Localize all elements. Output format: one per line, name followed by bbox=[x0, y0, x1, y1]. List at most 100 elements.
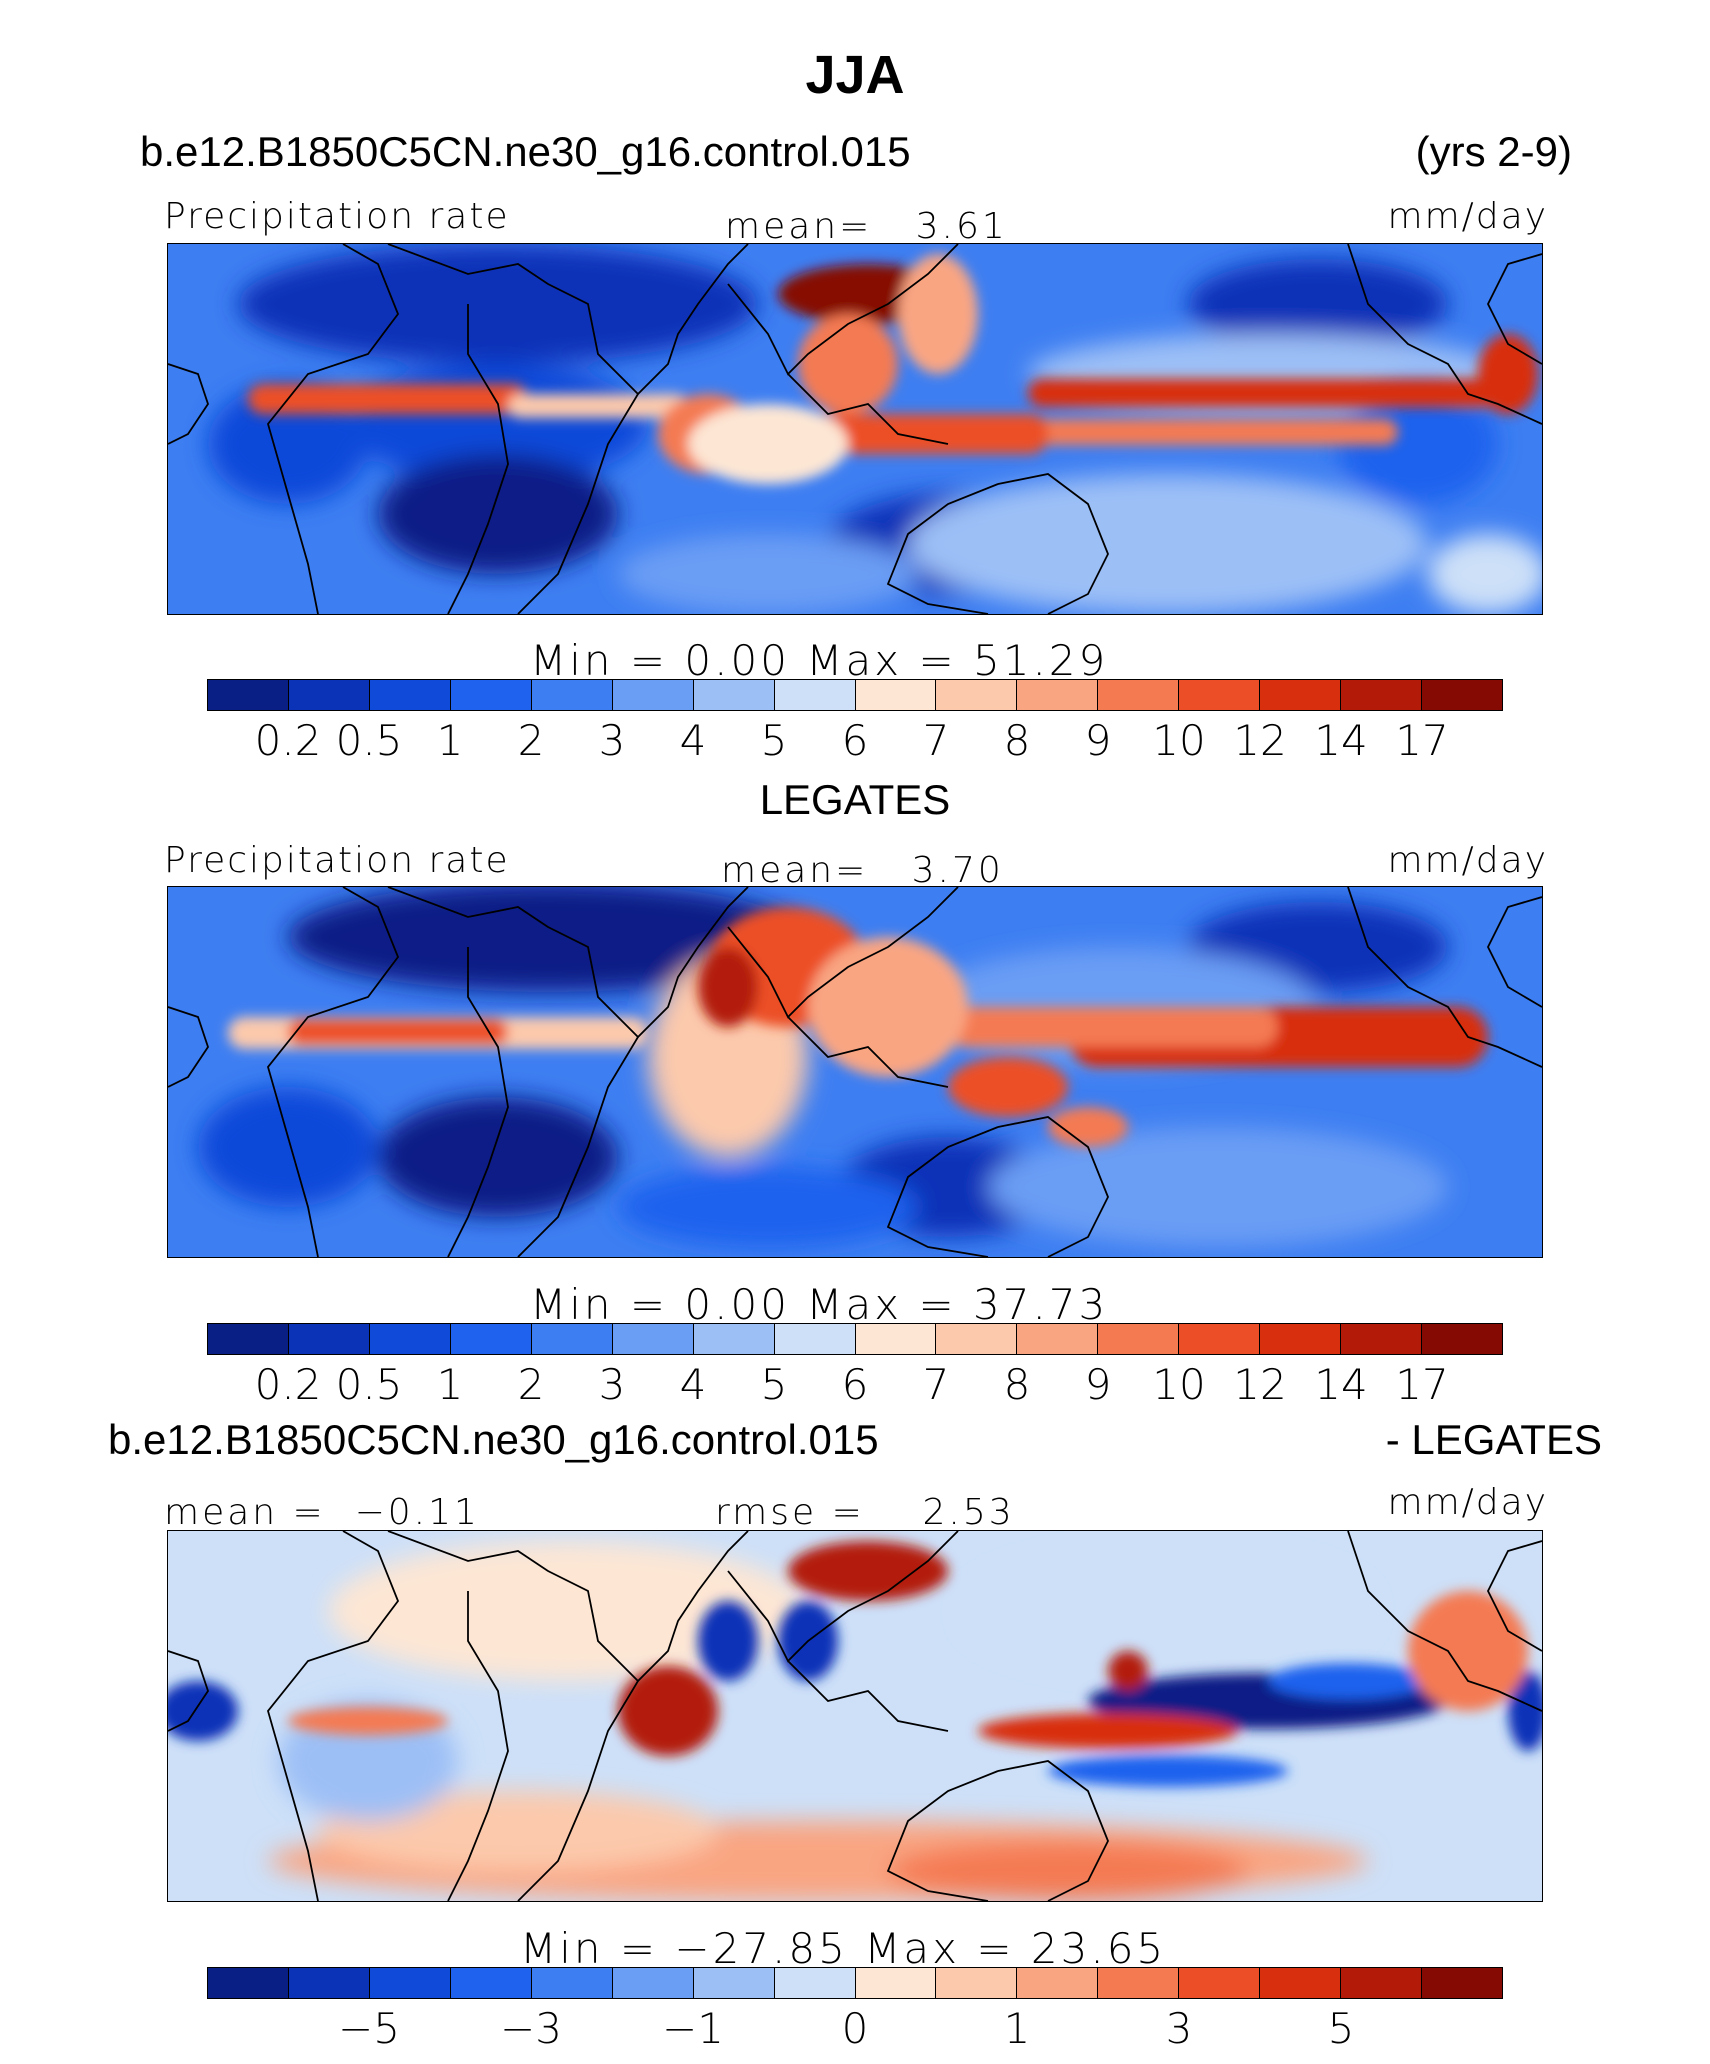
tick-label: 5 bbox=[1327, 2004, 1355, 2053]
colorbar-cell bbox=[612, 680, 694, 710]
panel3-units: mm/day bbox=[1387, 1482, 1548, 1523]
colorbar-cell bbox=[1179, 680, 1261, 710]
colorbar-cell bbox=[1341, 1968, 1423, 1998]
colorbar-cell bbox=[208, 680, 289, 710]
tick-label: 8 bbox=[1003, 1360, 1031, 1409]
colorbar-cell bbox=[1260, 680, 1342, 710]
colorbar-cell bbox=[612, 1968, 694, 1998]
tick-label: 10 bbox=[1152, 716, 1206, 765]
colorbar-cell bbox=[936, 680, 1018, 710]
colorbar-cell bbox=[774, 680, 856, 710]
colorbar-cell bbox=[288, 1968, 370, 1998]
colorbar-cell bbox=[1098, 1324, 1180, 1354]
colorbar-cell bbox=[288, 1324, 370, 1354]
colorbar-cell bbox=[693, 680, 775, 710]
tick-label: 2 bbox=[517, 1360, 545, 1409]
panel2-mean: mean= 3.70 bbox=[721, 850, 1004, 891]
tick-label: 9 bbox=[1084, 716, 1112, 765]
colorbar-cell bbox=[774, 1324, 856, 1354]
colorbar-cell bbox=[369, 1968, 451, 1998]
panel1-units: mm/day bbox=[1387, 196, 1548, 237]
tick-label: 14 bbox=[1314, 716, 1368, 765]
tick-label: 7 bbox=[922, 716, 950, 765]
tick-label: 4 bbox=[679, 1360, 707, 1409]
tick-label: 1 bbox=[436, 716, 464, 765]
tick-label: 17 bbox=[1395, 1360, 1449, 1409]
colorbar-cell bbox=[1341, 1324, 1423, 1354]
tick-label: 3 bbox=[1165, 2004, 1193, 2053]
tick-label: 7 bbox=[922, 1360, 950, 1409]
colorbar-cell bbox=[531, 1324, 613, 1354]
tick-label: 1 bbox=[436, 1360, 464, 1409]
colorbar-cell bbox=[1098, 1968, 1180, 1998]
obs-name: LEGATES bbox=[759, 776, 951, 823]
tick-label: 0 bbox=[841, 2004, 869, 2053]
tick-label: 6 bbox=[841, 716, 869, 765]
tick-label: 6 bbox=[841, 1360, 869, 1409]
tick-label: 4 bbox=[679, 716, 707, 765]
tick-label: −5 bbox=[338, 2004, 400, 2053]
colorbar-cell bbox=[1260, 1968, 1342, 1998]
panel3-mean: mean = −0.11 bbox=[164, 1492, 480, 1533]
panel2-minmax: Min = 0.00 Max = 37.73 bbox=[530, 1280, 1109, 1329]
colorbar-cell bbox=[1422, 1968, 1502, 1998]
tick-label: 3 bbox=[598, 716, 626, 765]
colorbar-cell bbox=[1341, 680, 1423, 710]
panel1-variable: Precipitation rate bbox=[164, 196, 510, 237]
colorbar-cell bbox=[693, 1968, 775, 1998]
colorbar-cell bbox=[1179, 1324, 1261, 1354]
colorbar-cell bbox=[450, 1324, 532, 1354]
tick-label: 0.2 bbox=[254, 1360, 322, 1409]
colorbar-cell bbox=[774, 1968, 856, 1998]
colorbar-cell bbox=[855, 1968, 937, 1998]
colorbar-cell bbox=[1017, 1968, 1099, 1998]
tick-label: 12 bbox=[1233, 1360, 1287, 1409]
map-difference bbox=[167, 1530, 1543, 1902]
tick-label: 5 bbox=[760, 1360, 788, 1409]
tick-label: 14 bbox=[1314, 1360, 1368, 1409]
colorbar-cell bbox=[936, 1324, 1018, 1354]
tick-label: −3 bbox=[500, 2004, 562, 2053]
tick-label: 17 bbox=[1395, 716, 1449, 765]
panel2-variable: Precipitation rate bbox=[164, 840, 510, 881]
case-name: b.e12.B1850C5CN.ne30_g16.control.015 bbox=[140, 128, 911, 175]
tick-label: 0.2 bbox=[254, 716, 322, 765]
panel1-minmax: Min = 0.00 Max = 51.29 bbox=[530, 636, 1109, 685]
colorbar-cell bbox=[1422, 680, 1502, 710]
tick-label: 10 bbox=[1152, 1360, 1206, 1409]
figure-title: JJA bbox=[805, 45, 905, 105]
map-obs-precip bbox=[167, 886, 1543, 1258]
panel1-mean: mean= 3.61 bbox=[725, 206, 1008, 247]
tick-label: 1 bbox=[1003, 2004, 1031, 2053]
colorbar-cell bbox=[369, 1324, 451, 1354]
tick-label: 0.5 bbox=[335, 1360, 403, 1409]
tick-label: 2 bbox=[517, 716, 545, 765]
colorbar-cell bbox=[1179, 1968, 1261, 1998]
colorbar-cell bbox=[450, 1968, 532, 1998]
colorbar-diff-ticks: −5 −3 −1 0 1 3 5 bbox=[207, 2004, 1503, 2054]
colorbar-cell bbox=[1017, 1324, 1099, 1354]
tick-label: 5 bbox=[760, 716, 788, 765]
colorbar-cell bbox=[693, 1324, 775, 1354]
panel2-units: mm/day bbox=[1387, 840, 1548, 881]
colorbar-cell bbox=[208, 1968, 289, 1998]
colorbar-cell bbox=[369, 680, 451, 710]
colorbar-model-ticks: 0.2 0.5 1 2 3 4 5 6 7 8 9 10 12 14 17 bbox=[207, 716, 1503, 766]
map-model-precip bbox=[167, 243, 1543, 615]
tick-label: 9 bbox=[1084, 1360, 1112, 1409]
diff-title-left: b.e12.B1850C5CN.ne30_g16.control.015 bbox=[108, 1416, 879, 1463]
colorbar-obs-ticks: 0.2 0.5 1 2 3 4 5 6 7 8 9 10 12 14 17 bbox=[207, 1360, 1503, 1410]
colorbar-cell bbox=[1260, 1324, 1342, 1354]
colorbar-cell bbox=[612, 1324, 694, 1354]
tick-label: −1 bbox=[662, 2004, 724, 2053]
tick-label: 0.5 bbox=[335, 716, 403, 765]
tick-label: 3 bbox=[598, 1360, 626, 1409]
years-label: (yrs 2-9) bbox=[1415, 128, 1572, 175]
colorbar-cell bbox=[208, 1324, 289, 1354]
colorbar-cell bbox=[936, 1968, 1018, 1998]
colorbar-cell bbox=[531, 1968, 613, 1998]
colorbar-cell bbox=[1422, 1324, 1502, 1354]
colorbar-cell bbox=[855, 680, 937, 710]
colorbar-cell bbox=[1098, 680, 1180, 710]
colorbar-cell bbox=[531, 680, 613, 710]
